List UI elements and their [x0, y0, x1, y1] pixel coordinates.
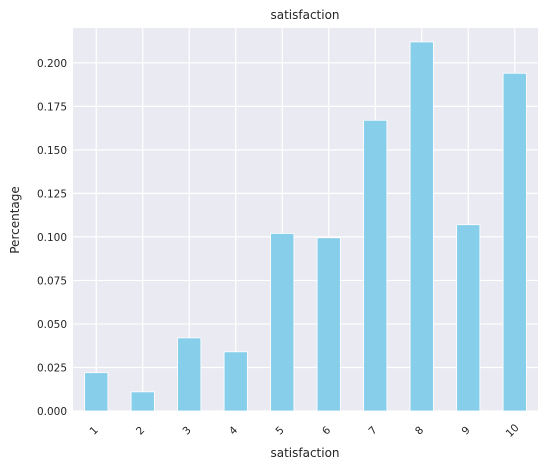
- x-tick-label: 4: [227, 424, 240, 437]
- bar-6: [316, 237, 341, 412]
- y-tick-label: 0.175: [37, 101, 67, 113]
- y-tick-label: 0.050: [37, 319, 67, 331]
- bar-9: [456, 224, 481, 412]
- bar-10: [502, 72, 527, 412]
- bar-7: [363, 119, 388, 412]
- bars: [84, 41, 527, 412]
- bar-5: [270, 233, 295, 412]
- bar-4: [223, 351, 248, 412]
- y-tick-label: 0.075: [37, 275, 67, 287]
- y-tick-label: 0.100: [37, 232, 67, 244]
- x-tick-label: 8: [413, 424, 426, 437]
- x-tick-label: 10: [504, 422, 522, 440]
- x-tick-label: 6: [320, 424, 333, 437]
- x-tick-label: 9: [460, 424, 473, 437]
- bar-3: [177, 337, 202, 412]
- x-tick-label: 3: [181, 424, 194, 437]
- y-tick-label: 0.125: [37, 188, 67, 200]
- x-tick-labels: 1 2 3 4 5 6 7 8 9 10: [88, 422, 522, 440]
- x-tick-label: 2: [134, 424, 147, 437]
- x-axis-label: satisfaction: [270, 446, 339, 460]
- y-tick-label: 0.000: [37, 406, 67, 418]
- bar-2: [130, 391, 155, 412]
- bar-1: [84, 372, 109, 412]
- bar-8: [409, 41, 434, 412]
- y-tick-label: 0.025: [37, 362, 67, 374]
- x-tick-label: 5: [274, 424, 287, 437]
- y-tick-labels: 0.000 0.025 0.050 0.075 0.100 0.125 0.150 0.175…: [37, 58, 67, 418]
- y-tick-label: 0.150: [37, 145, 67, 157]
- chart-title: satisfaction: [270, 8, 339, 22]
- y-tick-label: 0.200: [37, 58, 67, 70]
- x-tick-label: 1: [88, 424, 101, 437]
- x-tick-label: 7: [367, 424, 380, 437]
- y-axis-label: Percentage: [8, 186, 22, 254]
